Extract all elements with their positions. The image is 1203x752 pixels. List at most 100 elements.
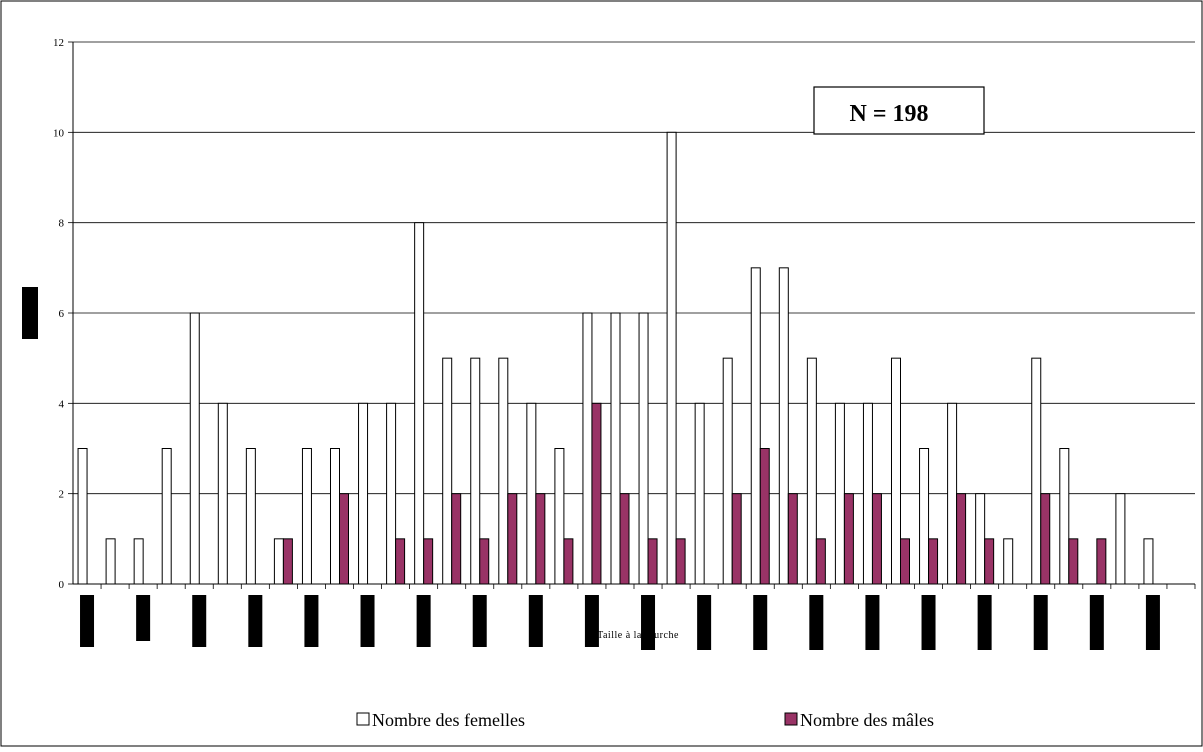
y-tick-label: 4 [59,398,65,410]
bar-femelles [217,402,228,585]
x-tick-label-redacted [192,595,207,647]
bar-femelles [161,448,172,585]
bar-femelles [77,448,88,585]
bar-males [899,538,910,585]
x-tick-label-redacted [304,595,319,647]
bar-males [479,538,490,585]
bar-femelles [273,538,284,585]
x-tick-label-redacted [472,595,487,647]
bar-males [871,493,882,585]
bar-femelles [1003,538,1014,585]
bar-femelles [526,402,537,585]
bar-femelles [638,312,649,585]
bar-males [423,538,434,585]
x-tick-label-redacted [809,595,824,650]
bar-males [956,493,967,585]
bar-femelles [1031,357,1042,585]
x-axis-title: Taille à la fourche [597,630,679,641]
bar-males [1096,538,1107,585]
x-tick-label-redacted [248,595,263,647]
x-tick-label-redacted [416,595,431,647]
x-tick-label-redacted [865,595,880,650]
x-tick-label-redacted [697,595,712,650]
bar-femelles [329,448,340,585]
x-tick-label-redacted [641,595,656,650]
x-tick-label-redacted [753,595,768,650]
y-tick-labels: 0 2 4 6 8 10 12 [53,37,73,591]
bar-males [1068,538,1079,585]
y-tick-label: 10 [53,127,65,139]
bar-males [338,493,349,585]
bar-males [282,538,293,585]
bar-femelles [722,357,733,585]
bar-males [395,538,406,585]
x-tick-label-redacted [584,595,599,647]
bar-males [787,493,798,585]
x-tick-label-redacted [977,595,992,650]
bar-femelles [301,448,312,585]
bar-femelles [694,402,705,585]
bar-males [731,493,742,585]
x-tick-label-redacted [1089,595,1104,650]
annotation-box: N = 198 [813,86,985,135]
bar-males [675,538,686,585]
bar-femelles [414,222,425,585]
bar-males [451,493,462,585]
bar-femelles [834,402,845,585]
x-tick-label-redacted [1033,595,1048,650]
bar-femelles [862,402,873,585]
bar-femelles [806,357,817,585]
bar-femelles [1143,538,1154,585]
bar-males [759,448,770,585]
x-tick-labels-redacted [80,595,1160,650]
bar-femelles [105,538,116,585]
y-tick-label: 8 [59,218,65,230]
bars [77,131,1154,585]
bar-femelles [778,267,789,585]
bar-males [535,493,546,585]
x-tick-label-redacted [1145,595,1160,650]
x-tick-label-redacted [360,595,375,647]
bar-femelles [582,312,593,585]
bar-males [619,493,630,585]
bar-males [563,538,574,585]
y-axis-title-redacted [22,287,38,339]
legend: Nombre des femelles Nombre des mâles [356,710,934,730]
bar-males [843,493,854,585]
bar-males [1040,493,1051,585]
y-tick-label: 12 [53,37,64,49]
bar-femelles [245,448,256,585]
bar-males [815,538,826,585]
legend-swatch-males [784,712,798,726]
bar-femelles [189,312,200,585]
bar-femelles [975,493,986,585]
legend-swatch-females [356,712,370,726]
y-tick-label: 0 [59,579,65,591]
x-tick-label-redacted [80,595,95,647]
bar-femelles [1059,448,1070,585]
bar-males [928,538,939,585]
bar-femelles [919,448,930,585]
bar-femelles [133,538,144,585]
x-tick-label-redacted [921,595,936,650]
bar-femelles [1115,493,1126,585]
bar-femelles [358,402,369,585]
bar-femelles [554,448,565,585]
y-tick-label: 2 [59,489,65,501]
bar-femelles [442,357,453,585]
bar-femelles [890,357,901,585]
bar-males [591,402,602,585]
legend-item-males: Nombre des mâles [784,710,934,730]
x-tick-label-redacted [136,595,151,641]
bar-femelles [386,402,397,585]
bar-femelles [947,402,958,585]
bar-femelles [750,267,761,585]
legend-label-males: Nombre des mâles [800,710,934,730]
y-tick-label: 6 [59,308,65,320]
annotation-text: N = 198 [849,101,928,127]
bar-femelles [498,357,509,585]
bar-femelles [666,131,677,585]
legend-item-females: Nombre des femelles [356,710,525,730]
